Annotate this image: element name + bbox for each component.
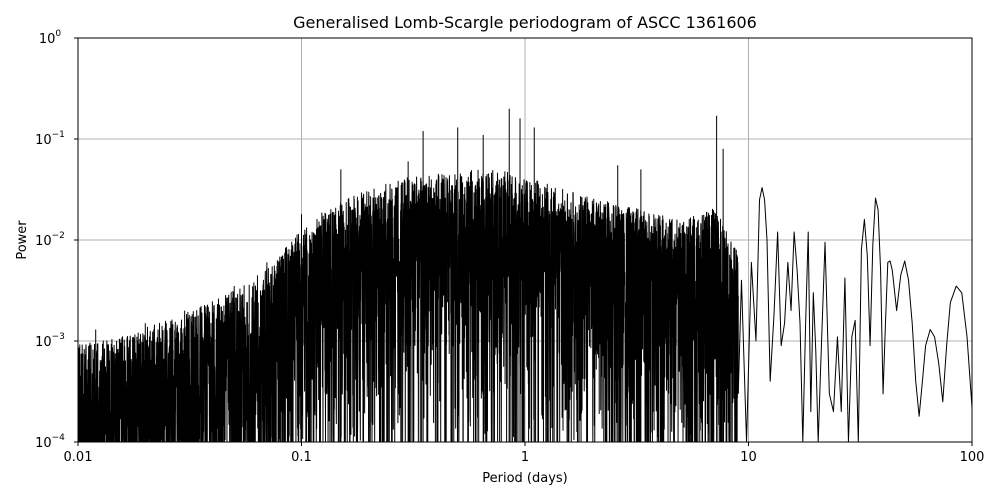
x-axis-ticks: 0.01 0.1 1 10 100 — [64, 442, 985, 465]
x-tick-label: 100 — [960, 450, 985, 465]
y-axis-label: Power — [15, 220, 30, 260]
x-tick-label: 10 — [740, 450, 757, 465]
x-axis-label: Period (days) — [482, 471, 568, 486]
series-tail-line — [737, 187, 973, 443]
x-tick-label: 0.1 — [291, 450, 312, 465]
x-tick-label: 1 — [521, 450, 529, 465]
y-tick-label: 10−1 — [35, 130, 65, 148]
y-tick-label: 100 — [39, 29, 62, 47]
series-layer — [77, 108, 973, 443]
x-tick-label: 0.01 — [64, 450, 93, 465]
y-tick-label: 10−3 — [35, 332, 65, 350]
y-axis-ticks: 10−4 10−3 10−2 10−1 100 — [35, 29, 78, 451]
y-tick-label: 10−4 — [35, 433, 65, 451]
chart-title: Generalised Lomb-Scargle periodogram of … — [293, 13, 757, 32]
y-tick-label: 10−2 — [35, 231, 65, 249]
